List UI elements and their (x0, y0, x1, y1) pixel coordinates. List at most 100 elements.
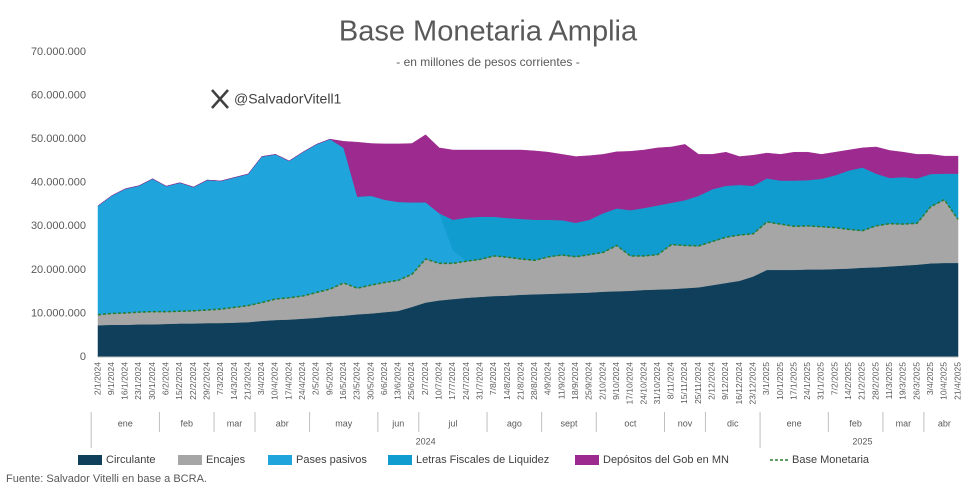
x-logo (211, 89, 229, 109)
month-label: jun (391, 418, 404, 428)
x-tick-label: 2/10/2024 (597, 362, 607, 400)
x-tick-label: 2/5/2024 (311, 362, 321, 395)
x-tick-label: 21/3/2024 (242, 362, 252, 400)
x-tick-label: 31/10/2024 (652, 362, 662, 405)
base-line (97, 198, 959, 316)
x-tick-label: 17/1/2025 (788, 362, 798, 400)
x-tick-label: 24/10/2024 (638, 362, 648, 405)
x-tick-label: 6/6/2024 (379, 362, 389, 395)
x-tick-label: 10/4/2024 (270, 362, 280, 400)
area (97, 134, 959, 224)
y-tick-label: 40.000.000 (31, 177, 86, 189)
x-tick-label: 25/11/2024 (693, 362, 703, 404)
x-tick-label: 13/6/2024 (393, 362, 403, 400)
x-tick-label: 16/12/2024 (734, 362, 744, 405)
legend-label: Base Monetaria (792, 454, 870, 466)
x-tick-label: 23/5/2024 (352, 362, 362, 400)
source-note: Fuente: Salvador Vitelli en base a BCRA. (6, 473, 207, 485)
legend-swatch (268, 455, 292, 465)
x-tick-label: 26/3/2025 (911, 362, 921, 400)
x-tick-label: 24/1/2025 (802, 362, 812, 400)
month-label: ago (507, 418, 522, 428)
x-tick-label: 17/10/2024 (625, 362, 635, 405)
y-tick-label: 0 (80, 351, 86, 363)
x-tick-label: 9/5/2024 (324, 362, 334, 395)
chart-title: Base Monetaria Amplia (339, 16, 638, 48)
legend-label: Encajes (206, 454, 246, 466)
y-tick-label: 10.000.000 (31, 307, 86, 319)
x-tick-label: 3/4/2025 (925, 362, 935, 395)
x-tick-label: 17/4/2024 (283, 362, 293, 400)
month-label: sept (560, 418, 578, 428)
y-tick-label: 20.000.000 (31, 264, 86, 276)
x-tick-label: 2/1/2024 (92, 362, 102, 395)
month-label: ene (118, 418, 133, 428)
y-tick-label: 50.000.000 (31, 133, 86, 145)
month-label: mar (896, 418, 912, 428)
x-tick-label: 6/2/2024 (161, 362, 171, 395)
x-tick-label: 19/3/2025 (898, 362, 908, 400)
legend-swatch (178, 455, 202, 465)
y-tick-label: 60.000.000 (31, 89, 86, 101)
x-tick-label: 28/8/2024 (529, 362, 539, 400)
x-tick-label: 21/8/2024 (515, 362, 525, 400)
x-tick-label: 29/2/2024 (201, 362, 211, 400)
x-tick-label: 23/12/2024 (747, 362, 757, 405)
x-tick-label: 9/10/2024 (611, 362, 621, 400)
x-tick-label: 9/12/2024 (720, 362, 730, 400)
x-tick-label: 30/5/2024 (365, 362, 375, 400)
x-tick-label: 8/11/2024 (666, 362, 676, 399)
month-label: abr (276, 418, 289, 428)
month-label: abr (938, 418, 951, 428)
legend-label: Depósitos del Gob en MN (603, 454, 729, 466)
x-tick-label: 16/1/2024 (120, 362, 130, 400)
x-tick-label: 28/2/2025 (870, 362, 880, 400)
legend-label: Circulante (106, 454, 156, 466)
x-tick-label: 15/11/2024 (679, 362, 689, 404)
legend-label: Letras Fiscales de Liquidez (416, 454, 549, 466)
x-tick-label: 25/9/2024 (584, 362, 594, 400)
x-tick-label: 23/1/2024 (133, 362, 143, 400)
x-tick-label: 18/9/2024 (570, 362, 580, 400)
x-tick-label: 21/4/2025 (952, 362, 962, 400)
x-tick-label: 7/3/2024 (215, 362, 225, 395)
year-label: 2025 (852, 436, 872, 446)
y-tick-label: 70.000.000 (31, 46, 86, 58)
x-tick-label: 24/4/2024 (297, 362, 307, 400)
x-tick-label: 25/6/2024 (406, 362, 416, 400)
chart-subtitle: - en millones de pesos corrientes - (396, 55, 579, 69)
x-tick-label: 2/12/2024 (707, 362, 717, 400)
year-label: 2024 (416, 436, 436, 446)
watermark: @SalvadorVitell1 (234, 91, 342, 107)
x-tick-label: 14/8/2024 (502, 362, 512, 400)
x-tick-label: 15/2/2024 (174, 362, 184, 400)
x-tick-label: 2/7/2024 (420, 362, 430, 395)
x-tick-label: 31/1/2025 (816, 362, 826, 400)
month-label: may (335, 418, 353, 428)
x-tick-label: 31/7/2024 (474, 362, 484, 400)
month-label: jul (447, 418, 457, 428)
month-label: oct (624, 418, 637, 428)
x-tick-label: 17/7/2024 (447, 362, 457, 400)
month-label: ene (787, 418, 802, 428)
legend-swatch (78, 455, 102, 465)
x-tick-label: 10/4/2025 (939, 362, 949, 400)
month-label: dic (727, 418, 739, 428)
x-tick-label: 16/5/2024 (338, 362, 348, 400)
x-tick-label: 21/2/2025 (857, 362, 867, 400)
x-tick-label: 3/4/2024 (256, 362, 266, 395)
month-label: feb (180, 418, 193, 428)
x-tick-label: 7/2/2025 (829, 362, 839, 395)
legend-swatch (388, 455, 412, 465)
legend-swatch (575, 455, 599, 465)
x-tick-label: 10/7/2024 (434, 362, 444, 400)
x-tick-label: 4/9/2024 (543, 362, 553, 395)
x-tick-label: 24/7/2024 (461, 362, 471, 400)
month-label: feb (849, 418, 862, 428)
x-tick-label: 11/3/2025 (884, 362, 894, 399)
x-tick-label: 11/9/2024 (556, 362, 566, 399)
x-tick-label: 14/3/2024 (229, 362, 239, 400)
x-tick-label: 7/8/2024 (488, 362, 498, 395)
x-tick-label: 9/1/2024 (106, 362, 116, 395)
x-tick-label: 30/1/2024 (147, 362, 157, 400)
